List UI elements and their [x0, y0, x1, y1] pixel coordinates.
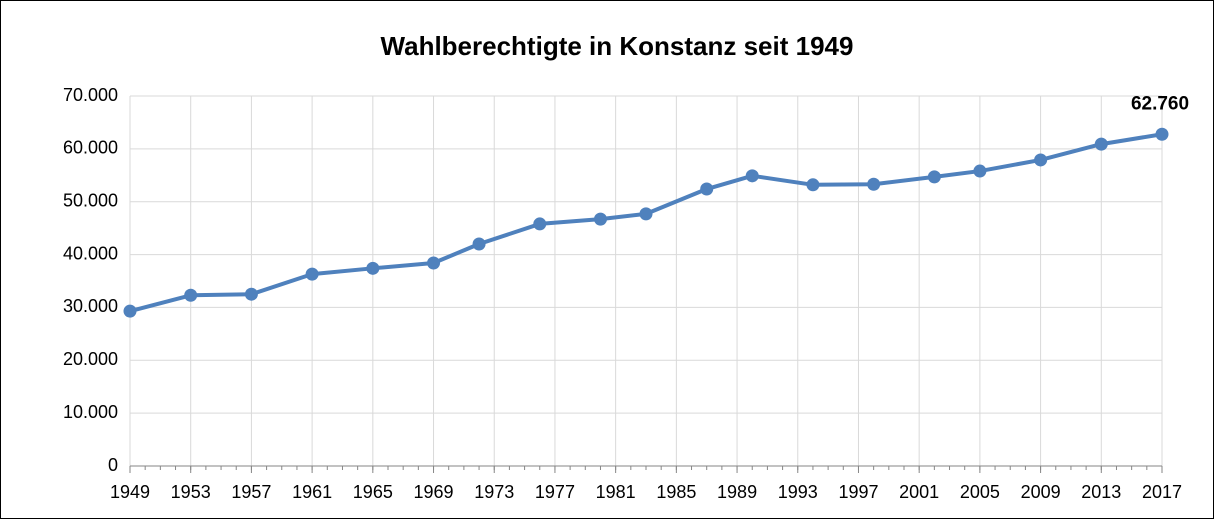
x-tick-label: 1969: [414, 482, 454, 502]
point: [806, 178, 820, 192]
point: [867, 177, 881, 191]
x-tick-label: 1961: [292, 482, 332, 502]
x-tick-label: 1997: [838, 482, 878, 502]
point: [973, 164, 987, 178]
point: [472, 237, 486, 251]
point: [366, 261, 380, 275]
point: [244, 287, 258, 301]
point: [700, 182, 714, 196]
x-tick-label: 1989: [717, 482, 757, 502]
y-tick-label: 40.000: [63, 243, 118, 263]
y-tick-label: 60.000: [63, 138, 118, 158]
x-tick-label: 1957: [231, 482, 271, 502]
y-tick-label: 0: [108, 455, 118, 475]
point: [593, 212, 607, 226]
point: [1155, 127, 1169, 141]
x-tick-label: 1953: [171, 482, 211, 502]
y-tick-label: 20.000: [63, 349, 118, 369]
x-tick-label: 2005: [960, 482, 1000, 502]
point: [1094, 137, 1108, 151]
x-tick-label: 1973: [474, 482, 514, 502]
x-tick-label: 1981: [596, 482, 636, 502]
y-tick-label: 70.000: [63, 85, 118, 105]
y-tick-label: 30.000: [63, 296, 118, 316]
x-tick-label: 1965: [353, 482, 393, 502]
x-tick-label: 2013: [1081, 482, 1121, 502]
point: [427, 256, 441, 270]
point: [123, 304, 137, 318]
point: [745, 169, 759, 183]
x-tick-label: 1949: [110, 482, 150, 502]
x-tick-label: 1993: [778, 482, 818, 502]
point: [639, 207, 653, 221]
point: [184, 288, 198, 302]
x-tick-label: 2009: [1021, 482, 1061, 502]
point: [305, 267, 319, 281]
x-tick-label: 2001: [899, 482, 939, 502]
x-tick-label: 2017: [1142, 482, 1182, 502]
point: [1034, 153, 1048, 167]
point: [927, 170, 941, 184]
y-tick-label: 10.000: [63, 402, 118, 422]
point: [533, 217, 547, 231]
data-label: 62.760: [1131, 93, 1189, 114]
x-tick-label: 1985: [656, 482, 696, 502]
y-tick-label: 50.000: [63, 190, 118, 210]
x-tick-label: 1977: [535, 482, 575, 502]
chart-title: Wahlberechtigte in Konstanz seit 1949: [381, 31, 854, 61]
